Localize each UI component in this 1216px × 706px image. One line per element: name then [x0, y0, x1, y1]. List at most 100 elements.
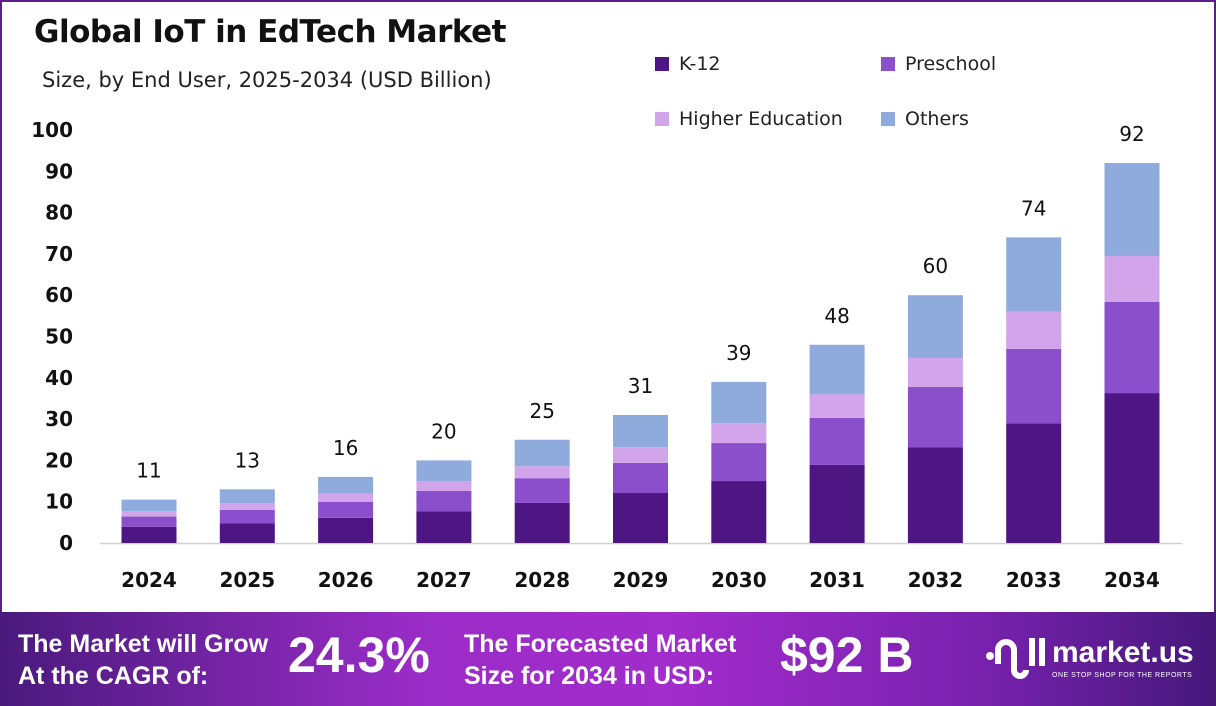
chart-title: Global IoT in EdTech Market — [34, 14, 507, 50]
bar-segment-others — [1104, 163, 1160, 256]
cagr-value: 24.3% — [288, 627, 430, 683]
total-data-label: 25 — [529, 399, 554, 423]
y-tick-label: 80 — [45, 201, 73, 225]
bar-segment-preschool — [416, 490, 472, 512]
bar-segment-higher-education — [219, 503, 275, 510]
bar-segment-preschool — [809, 417, 865, 465]
bar-segment-preschool — [219, 509, 275, 524]
y-tick-label: 0 — [59, 531, 73, 555]
legend-item-others: Others — [881, 108, 969, 130]
bar-segment-others — [1006, 237, 1062, 312]
x-tick-label: 2031 — [809, 568, 865, 592]
footer-banner: The Market will Grow At the CAGR of: 24.3… — [0, 612, 1216, 706]
total-data-label: 13 — [235, 448, 260, 472]
bar-segment-k-12 — [121, 526, 177, 543]
y-tick-label: 70 — [45, 242, 73, 266]
bar-segment-k-12 — [219, 523, 275, 543]
bar-segment-higher-education — [907, 357, 963, 387]
legend-label: Higher Education — [679, 108, 843, 130]
total-data-label: 48 — [824, 304, 849, 328]
total-data-label: 20 — [431, 419, 456, 443]
cagr-label: The Market will Grow At the CAGR of: — [18, 630, 269, 690]
bar-segment-k-12 — [1104, 393, 1160, 543]
y-tick-label: 40 — [45, 366, 73, 390]
legend-label: Others — [905, 108, 969, 130]
y-tick-label: 60 — [45, 283, 73, 307]
bar-segment-others — [613, 414, 668, 448]
bar-segment-higher-education — [1006, 311, 1062, 349]
bar-segment-others — [514, 439, 570, 467]
total-data-label: 92 — [1119, 122, 1144, 146]
x-tick-label: 2029 — [613, 568, 669, 592]
legend-label: Preschool — [905, 53, 997, 75]
bar-segment-others — [416, 460, 472, 482]
forecast-value: $92 B — [780, 627, 914, 683]
chart-frame — [0, 0, 1216, 612]
total-data-label: 39 — [726, 341, 751, 365]
y-tick-label: 10 — [45, 490, 73, 514]
logo-name: market.us — [1052, 636, 1194, 669]
bar-segment-higher-education — [711, 423, 767, 444]
y-tick-label: 20 — [45, 448, 73, 472]
x-tick-label: 2028 — [514, 568, 570, 592]
x-tick-label: 2026 — [318, 568, 374, 592]
y-tick-label: 90 — [45, 159, 73, 183]
legend-swatch — [655, 57, 669, 71]
forecast-label: The Forecasted Market Size for 2034 in US… — [464, 630, 737, 690]
bar-segment-preschool — [1104, 301, 1160, 394]
total-data-label: 60 — [923, 254, 948, 278]
bar-segment-others — [711, 381, 767, 424]
bar-segment-preschool — [711, 443, 767, 482]
bar-segment-preschool — [318, 501, 374, 518]
legend-label: K-12 — [679, 53, 721, 75]
bar-segment-k-12 — [1006, 423, 1062, 543]
bar-segment-preschool — [514, 478, 570, 503]
market-us-logo-icon — [986, 638, 1045, 679]
y-tick-label: 30 — [45, 407, 73, 431]
legend-swatch — [655, 112, 669, 126]
bar-segment-higher-education — [121, 511, 177, 517]
total-data-label: 74 — [1021, 196, 1046, 220]
x-tick-label: 2025 — [219, 568, 275, 592]
bar-segment-others — [318, 476, 374, 494]
bar-segment-others — [121, 499, 177, 512]
y-tick-label: 50 — [45, 325, 73, 349]
legend-item-higher-education: Higher Education — [655, 108, 843, 130]
total-data-label: 16 — [333, 436, 358, 460]
total-data-label: 11 — [136, 459, 161, 483]
total-data-label: 31 — [628, 374, 653, 398]
x-tick-label: 2033 — [1006, 568, 1062, 592]
x-tick-label: 2034 — [1104, 568, 1160, 592]
bar-segment-higher-education — [318, 493, 374, 502]
bar-segment-others — [219, 489, 275, 504]
chart-subtitle: Size, by End User, 2025-2034 (USD Billio… — [42, 68, 492, 92]
bar-segment-higher-education — [416, 481, 472, 491]
legend-item-preschool: Preschool — [881, 53, 996, 75]
bar-segment-k-12 — [514, 502, 570, 543]
bar-segment-preschool — [121, 516, 177, 527]
legend-swatch — [881, 57, 895, 71]
x-tick-label: 2027 — [416, 568, 472, 592]
bar-segment-preschool — [1006, 348, 1062, 424]
bar-segment-preschool — [907, 386, 963, 448]
stacked-bar-chart: 0102030405060708090100112024132025162026… — [31, 118, 1182, 592]
logo-tagline: ONE STOP SHOP FOR THE REPORTS — [1052, 672, 1193, 679]
bar-segment-k-12 — [711, 481, 767, 543]
bar-segment-higher-education — [514, 466, 570, 479]
bar-segment-higher-education — [1104, 255, 1160, 302]
bar-segment-k-12 — [416, 511, 472, 543]
x-tick-label: 2032 — [908, 568, 964, 592]
legend-item-k12: K-12 — [655, 53, 721, 75]
bar-segment-k-12 — [907, 447, 963, 543]
bar-segment-others — [809, 344, 865, 395]
bar-segment-preschool — [613, 462, 668, 494]
bar-segment-k-12 — [318, 517, 374, 543]
bar-segment-k-12 — [809, 464, 865, 543]
bar-segment-others — [907, 295, 963, 358]
x-tick-label: 2030 — [711, 568, 767, 592]
x-tick-label: 2024 — [121, 568, 177, 592]
bar-segment-higher-education — [809, 394, 865, 418]
legend-swatch — [881, 112, 895, 126]
y-tick-label: 100 — [31, 118, 73, 142]
bar-segment-k-12 — [613, 493, 668, 543]
